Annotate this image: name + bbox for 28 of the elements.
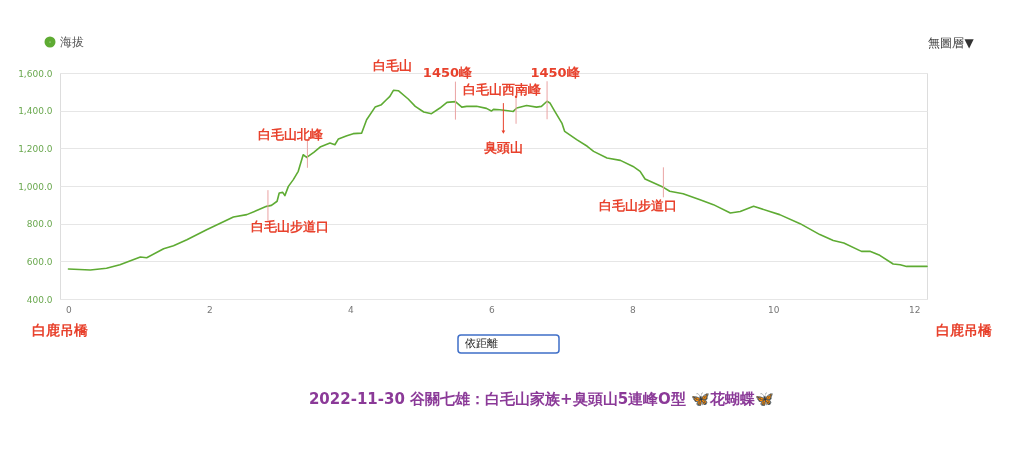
y-tick-label: 1,600.0 [18,68,53,79]
x-tick-label: 0 [66,304,73,315]
y-tick-label: 1,200.0 [18,143,53,154]
text: 2022-11-30 谷關七雄：白毛山家族+臭頭山5連峰O型 🦋花蝴蝶🦋 [308,389,775,408]
y-tick-label: 800.0 [26,219,53,230]
x-tick-label: 4 [348,304,355,315]
annotation: 白毛山步道口 [250,219,329,235]
annotation: 1450峰 [422,64,474,80]
text: 白鹿吊橋 [32,322,89,338]
x-tick-label: 6 [489,304,496,315]
text: 無圖層▼ [928,36,975,50]
annotation: 臭頭山 [483,140,523,156]
text: 依距離 [465,337,498,350]
x-tick-label: 10 [768,304,780,315]
text: 白鹿吊橋 [936,322,993,338]
annotation: 白毛山北峰 [257,126,324,142]
y-tick-label: 1,400.0 [18,106,53,117]
y-tick-label: 400.0 [26,294,53,305]
annotation: 白毛山西南峰 [463,81,543,97]
annotation: 白毛山步道口 [599,198,678,214]
y-tick-label: 600.0 [26,256,53,267]
x-tick-label: 8 [629,304,636,315]
legend-label: 海拔 [60,35,84,49]
annotation: 白毛山 [372,57,412,73]
x-tick-label: 12 [909,304,921,315]
x-tick-label: 2 [207,304,213,315]
annotation: 1450峰 [530,65,581,81]
y-tick-label: 1,000.0 [18,181,53,192]
